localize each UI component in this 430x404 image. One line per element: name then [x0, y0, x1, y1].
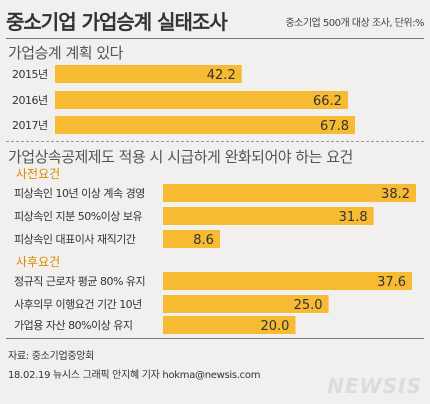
- chart2-category-label-4: 사후의무 이행요건 기간 10년: [14, 298, 142, 311]
- chart2-value-label-3: 37.6: [377, 275, 406, 290]
- chart2-category-label-5: 가업용 자산 80%이상 유지: [14, 319, 133, 332]
- chart2-bar-1: [163, 207, 374, 225]
- chart2-category-label-1: 피상속인 지분 50%이상 보유: [14, 210, 143, 223]
- chart1-bar-2: [55, 116, 355, 134]
- chart1-value-label-1: 66.2: [313, 94, 342, 109]
- chart2-category-label-0: 피상속인 10년 이상 계속 경영: [14, 187, 145, 200]
- section-divider: [6, 141, 424, 142]
- chart2-value-label-0: 38.2: [381, 187, 410, 202]
- page-title: 중소기업 가업승계 실태조사: [6, 10, 228, 34]
- chart2-title: 가업상속공제제도 적용 시 시급하게 완화되어야 하는 요건: [8, 148, 353, 166]
- chart2-category-label-3: 정규직 근로자 평균 80% 유지: [14, 275, 145, 288]
- chart1-bar-1: [55, 91, 348, 109]
- chart2-category-label-2: 피상속인 대표이사 재직기간: [14, 233, 136, 246]
- survey-note: 중소기업 500개 대상 조사, 단위:%: [285, 18, 424, 29]
- newsis-logo: NEWSIS: [327, 374, 422, 398]
- top-divider: [6, 38, 424, 39]
- chart2-value-label-5: 20.0: [261, 319, 290, 334]
- chart1-value-label-2: 67.8: [320, 119, 349, 134]
- chart2-value-label-2: 8.6: [193, 233, 214, 248]
- chart2-bar-2: [163, 230, 220, 248]
- chart1-bar-0: [55, 65, 242, 83]
- chart2-value-label-4: 25.0: [294, 298, 323, 313]
- chart2-bar-3: [163, 272, 413, 290]
- chart2-bar-4: [163, 295, 329, 313]
- chart1-title: 가업승계 계획 있다: [8, 44, 123, 62]
- credit-text: 18.02.19 뉴시스 그래픽 안지혜 기자 hokma@newsis.com: [8, 370, 261, 381]
- chart1-category-label-2: 2017년: [12, 119, 48, 132]
- chart2-bar-5: [163, 316, 296, 334]
- chart1-value-label-0: 42.2: [207, 68, 236, 83]
- group-label-post: 사후요건: [16, 255, 61, 269]
- chart1-category-label-0: 2015년: [12, 68, 48, 81]
- chart2-bar-0: [163, 184, 416, 202]
- group-label-pre: 사전요건: [16, 167, 61, 181]
- source-text: 자료: 중소기업중앙회: [8, 351, 95, 362]
- chart2-value-label-1: 31.8: [339, 210, 368, 225]
- bottom-divider: [6, 338, 424, 339]
- chart1-category-label-1: 2016년: [12, 94, 48, 107]
